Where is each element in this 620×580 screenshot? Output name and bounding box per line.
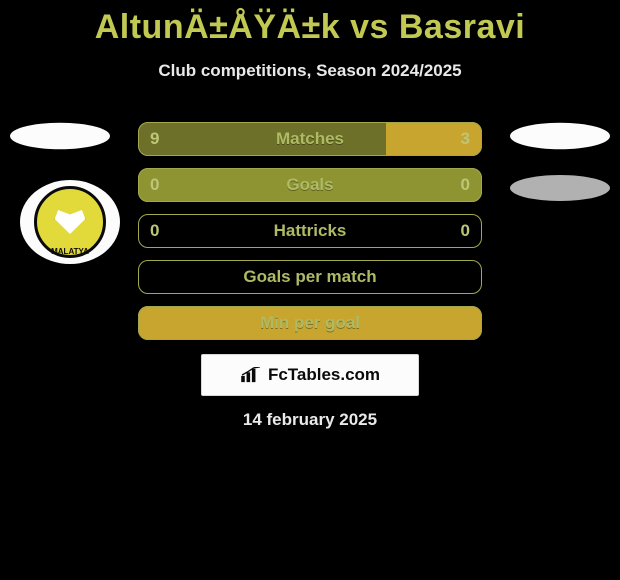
stat-bar-hattricks: Hattricks0 0 <box>138 214 482 248</box>
bar-value-right: 0 <box>461 175 470 195</box>
club-left-badge: MALATYA <box>20 180 120 264</box>
stat-bar-matches: Matches9 3 <box>138 122 482 156</box>
brand-box[interactable]: FcTables.com <box>201 354 419 396</box>
bar-label: Goals <box>138 175 482 195</box>
bar-value-right: 3 <box>461 129 470 149</box>
subtitle: Club competitions, Season 2024/2025 <box>0 61 620 81</box>
bar-label: Goals per match <box>138 267 482 287</box>
comparison-widget: AltunÄ±ÅŸÄ±k vs Basravi Club competition… <box>0 0 620 580</box>
bar-value-right: 0 <box>461 221 470 241</box>
bar-label: Hattricks <box>138 221 482 241</box>
stat-bar-min-per-goal: Min per goal <box>138 306 482 340</box>
date-text: 14 february 2025 <box>0 410 620 430</box>
stat-bars: Matches93Goals00Hattricks00Goals per mat… <box>138 122 482 352</box>
bar-label: Matches <box>138 129 482 149</box>
brand-text: FcTables.com <box>268 365 380 385</box>
player-right-avatar <box>510 123 610 150</box>
club-badge-text: MALATYA <box>20 247 120 256</box>
club-badge-heart-icon <box>53 207 87 237</box>
stat-bar-goals-per-match: Goals per match <box>138 260 482 294</box>
bars-icon <box>240 367 262 383</box>
page-title: AltunÄ±ÅŸÄ±k vs Basravi <box>0 0 620 47</box>
stat-bar-goals: Goals0 0 <box>138 168 482 202</box>
club-right-avatar <box>510 175 610 201</box>
bar-value-left: 0 <box>150 221 159 241</box>
bar-value-left: 0 <box>150 175 159 195</box>
player-left-avatar <box>10 123 110 150</box>
bar-label: Min per goal <box>138 313 482 333</box>
bar-value-left: 9 <box>150 129 159 149</box>
